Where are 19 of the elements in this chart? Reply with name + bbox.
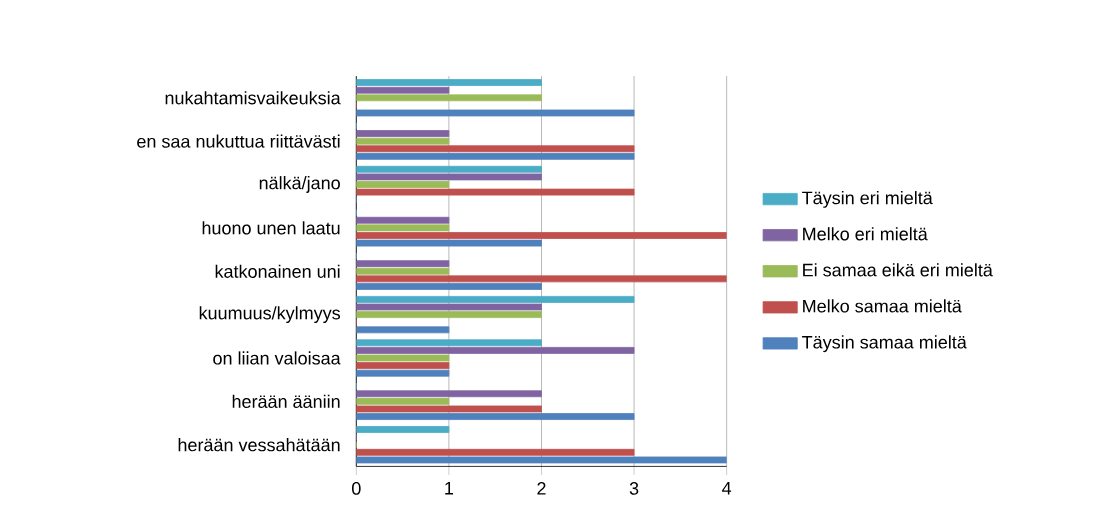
y-tick-label: huono unen laatu: [202, 221, 340, 235]
y-tick-label: katkonainen uni: [215, 264, 340, 278]
y-tick-label: on liian valoisaa: [213, 351, 341, 365]
legend-label: Täysin samaa mieltä: [802, 335, 967, 352]
x-tick-label: 2: [537, 481, 546, 495]
legend-label: Täysin eri mieltä: [802, 190, 933, 208]
legend-label: Melko eri mieltä: [803, 226, 928, 241]
x-tick-label: 1: [445, 481, 454, 495]
x-tick-label: 4: [722, 481, 732, 495]
y-tick-label: herään vessahätään: [178, 437, 340, 452]
legend-label: Melko samaa mieltä: [803, 299, 962, 313]
y-tick-label: nukahtamisvaikeuksia: [165, 90, 341, 105]
legend-label: Ei samaa eikä eri mieltä: [803, 263, 993, 277]
x-tick-label: 3: [629, 481, 639, 495]
y-tick-label: en saa nukuttua riittävästi: [137, 134, 340, 148]
x-tick-label: 0: [352, 481, 361, 495]
y-tick-label: herään ääniin: [232, 394, 340, 408]
y-tick-label: nälkä/jano: [259, 175, 340, 193]
y-tick-label: kuumuus/kylmyys: [199, 306, 341, 323]
